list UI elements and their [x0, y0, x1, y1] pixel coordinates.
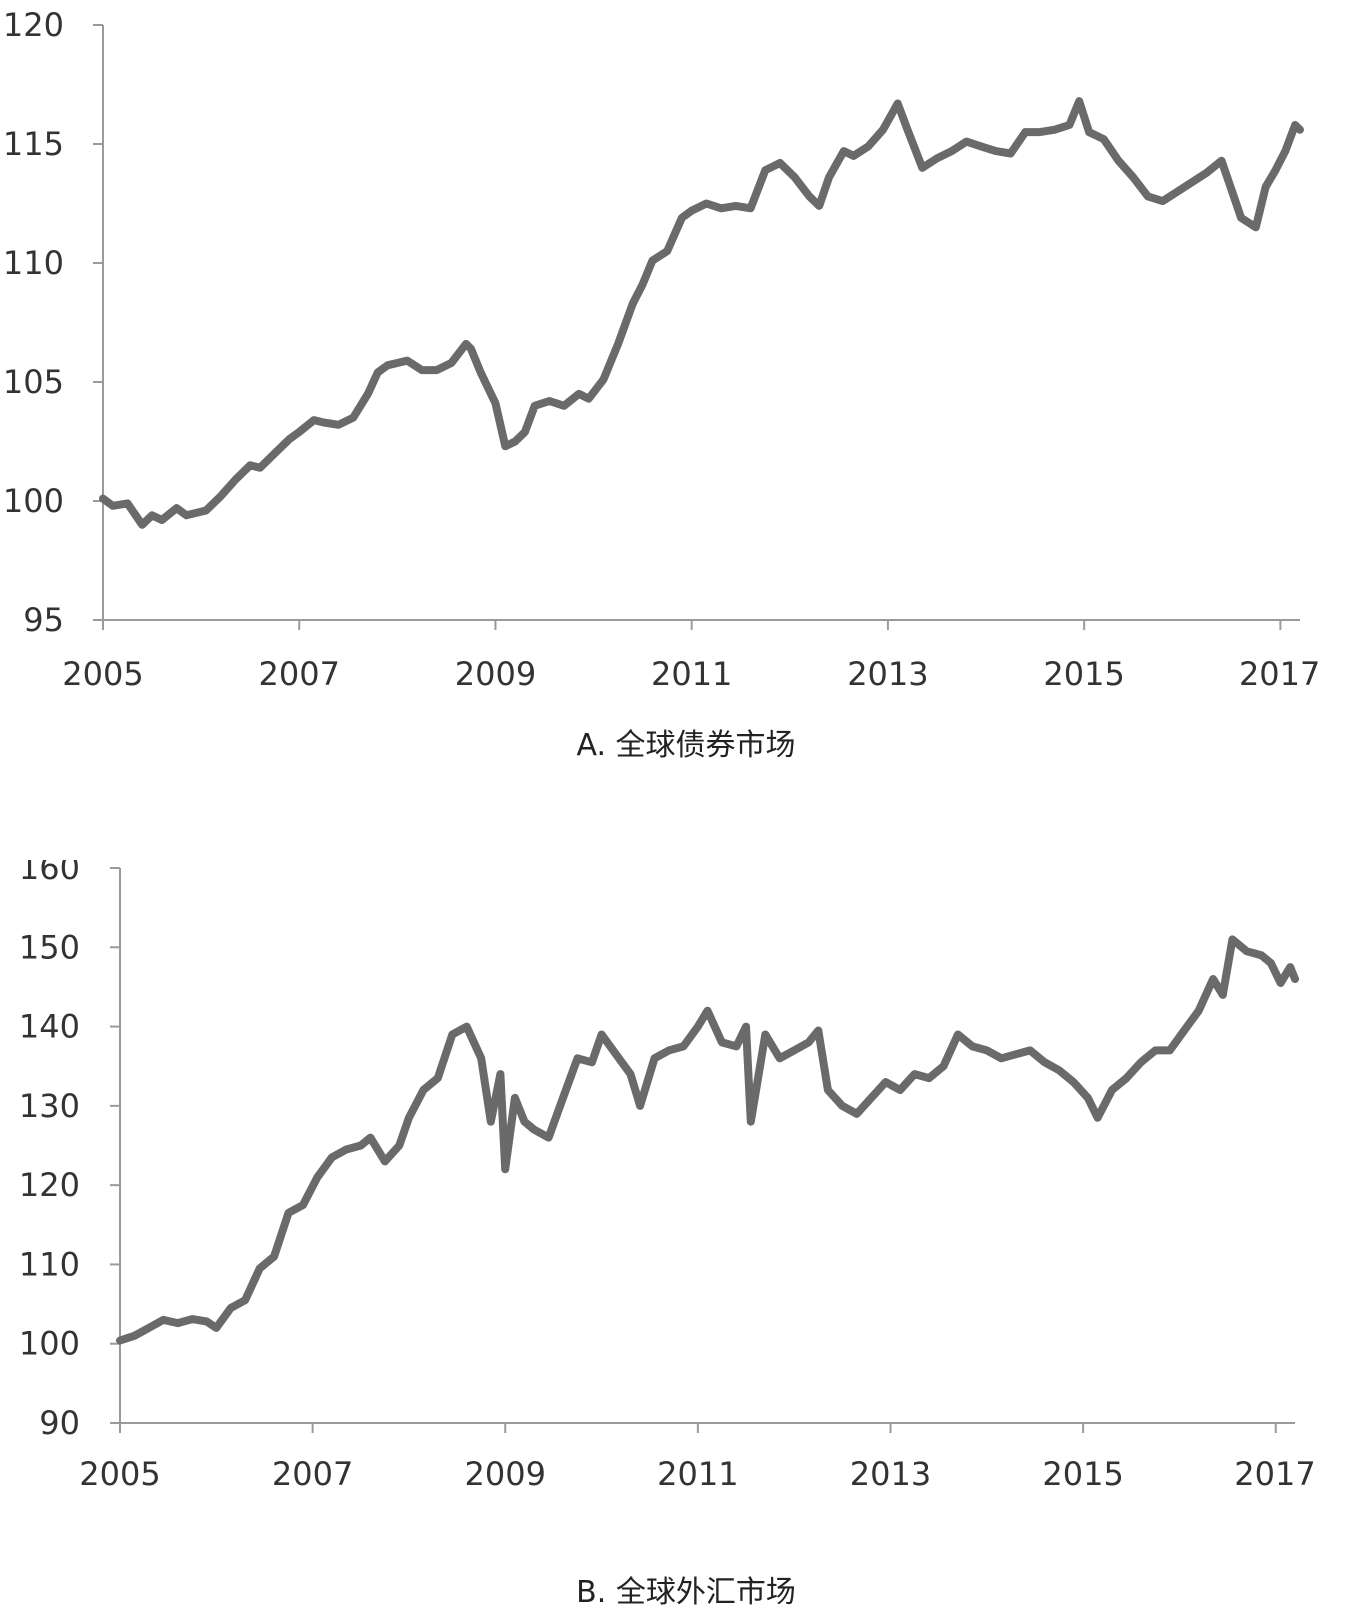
x-tick-label: 2017 — [1239, 655, 1320, 693]
chart-caption: A. 全球债券市场 — [576, 728, 795, 763]
series-layer — [99, 97, 1304, 529]
x-tick-label: 2009 — [465, 1455, 546, 1493]
x-axis: 2005 2007 2009 2011 2013 2015 2017 — [79, 1422, 1316, 1493]
x-tick-label: 2011 — [657, 1455, 738, 1493]
y-axis: 90 100 110 120 130 140 150 160 — [19, 860, 121, 1442]
chart-caption: B. 全球外汇市场 — [576, 1575, 796, 1610]
x-tick-label: 2017 — [1234, 1455, 1315, 1493]
x-tick-label: 2015 — [1043, 655, 1124, 693]
x-tick-label: 2013 — [847, 655, 928, 693]
y-tick-label: 120 — [3, 6, 64, 44]
y-tick-label: 140 — [19, 1008, 80, 1046]
y-tick-label: 110 — [3, 244, 64, 282]
x-tick-label: 2009 — [455, 655, 536, 693]
x-tick-label: 2013 — [850, 1455, 931, 1493]
y-tick-label: 115 — [3, 125, 64, 163]
y-tick-label: 160 — [19, 860, 80, 887]
y-tick-label: 120 — [19, 1166, 80, 1204]
y-tick-label: 95 — [23, 601, 64, 639]
y-tick-label: 130 — [19, 1087, 80, 1125]
y-tick-label: 90 — [39, 1404, 80, 1442]
x-tick-label: 2005 — [79, 1455, 160, 1493]
x-tick-label: 2005 — [62, 655, 143, 693]
y-tick-label: 105 — [3, 363, 64, 401]
x-tick-label: 2011 — [651, 655, 732, 693]
y-axis: 95 100 105 110 115 120 — [3, 6, 104, 639]
fx-market-chart: 90 100 110 120 130 140 150 160 2005 2007 2009 2011… — [19, 860, 1316, 1610]
y-tick-label: 100 — [19, 1325, 80, 1363]
series-line — [116, 935, 1299, 1345]
y-tick-label: 110 — [19, 1245, 80, 1283]
x-tick-label: 2007 — [272, 1455, 353, 1493]
series-line — [99, 97, 1304, 529]
y-tick-label: 100 — [3, 482, 64, 520]
x-axis: 2005 2007 2009 2011 2013 2015 2017 — [62, 619, 1320, 693]
x-tick-label: 2015 — [1042, 1455, 1123, 1493]
x-tick-label: 2007 — [259, 655, 340, 693]
y-tick-label: 150 — [19, 928, 80, 966]
series-layer — [116, 935, 1299, 1345]
